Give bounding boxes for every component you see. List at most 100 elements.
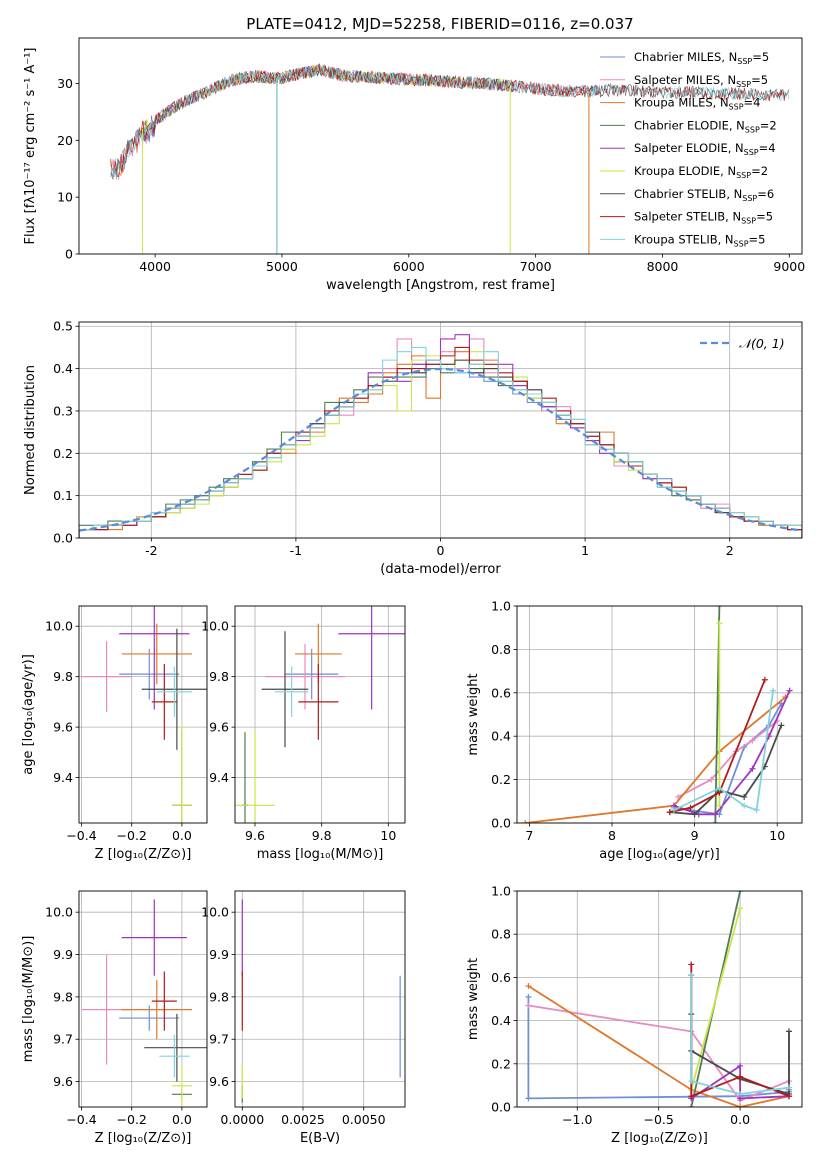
age_vs_Z-errorbar-kroupa-miles xyxy=(121,623,192,685)
spectrum-ytick-label: 20 xyxy=(57,133,73,148)
weight_vs_Z-series-kroupa-elodie-marker xyxy=(737,905,744,912)
mass_vs_Z-ylabel: mass [log₁₀(M/M⊙)] xyxy=(21,936,36,1063)
age_vs_mass-errorbar-kroupa-elodie xyxy=(235,729,275,823)
mass_vs_ebv-points xyxy=(241,899,401,1103)
residuals-ytick-label: 0.2 xyxy=(53,446,73,461)
age_vs_Z-errorbar-kroupa-stelib xyxy=(156,666,192,718)
age_vs_mass-ytick-label: 9.8 xyxy=(209,669,229,684)
spectrum-legend-label: Kroupa STELIB, NSSP=5 xyxy=(634,232,765,248)
residuals-xtick-label: -1 xyxy=(290,543,302,558)
age_vs_Z-xtick-label: 0.0 xyxy=(172,828,192,843)
weight_vs_age-series-chabrier-elodie-marker xyxy=(712,820,719,823)
age_vs_mass-errorbar-kroupa-stelib xyxy=(275,666,309,718)
mass_vs_ebv-axes: 0.0000 0.0025 0.0050 9.6 9.7 9.8 9.9 10.0 E(B-V) xyxy=(201,891,405,1146)
age_vs_Z-ytick-label: 9.4 xyxy=(53,770,73,785)
age_vs_Z-errorbar-kroupa-elodie xyxy=(171,724,192,823)
mass_vs_Z-errorbar-kroupa-stelib xyxy=(159,1035,190,1078)
age_vs_mass-ytick-label: 9.4 xyxy=(209,770,229,785)
weight_vs_Z-ytick-label: 0.8 xyxy=(491,927,511,942)
mass_vs_Z-errorbar-kroupa-elodie xyxy=(171,1064,192,1107)
mass_vs_Z-axes: −0.4 −0.2 0.0 9.6 9.7 9.8 9.9 10.0 Z [log₁₀(Z/Z⊙… xyxy=(21,891,207,1146)
mass_vs_ebv-xlabel: E(B-V) xyxy=(300,1131,340,1146)
spectrum-title: PLATE=0412, MJD=52258, FIBERID=0116, z=0… xyxy=(246,15,633,33)
weight_vs_Z-series-kroupa-stelib-marker xyxy=(785,1084,792,1091)
age_vs_mass-errorbar-chabrier-miles xyxy=(285,648,339,700)
age_vs_Z-xlabel: Z [log₁₀(Z/Z⊙)] xyxy=(95,847,192,862)
weight_vs_Z-xtick-label: −1.0 xyxy=(562,1112,592,1127)
age_vs_mass-xlabel: mass [log₁₀(M/M⊙)] xyxy=(257,847,384,862)
weight_vs_Z-series-salpeter-stelib-marker xyxy=(688,1093,695,1100)
weight_vs_age-ytick-label: 0.0 xyxy=(491,816,511,831)
weight_vs_Z-series-kroupa-stelib-marker xyxy=(737,1091,744,1098)
spectrum-xtick-label: 8000 xyxy=(647,259,679,274)
mass_vs_Z-errorbar-kroupa-miles xyxy=(121,979,192,1040)
residuals-ytick-label: 0.0 xyxy=(53,531,73,546)
age_vs_Z-ytick-label: 9.8 xyxy=(53,669,73,684)
weight_vs_Z-series-chabrier-elodie-marker xyxy=(737,891,744,894)
residuals-ytick-label: 0.1 xyxy=(53,488,73,503)
weight_vs_Z-ytick-label: 0.2 xyxy=(491,1056,511,1071)
weight_vs_age-ylabel: mass weight xyxy=(466,673,481,755)
residuals-ytick-label: 0.4 xyxy=(53,361,73,376)
weight_vs_Z-series-kroupa-miles-marker xyxy=(737,1104,744,1107)
mass_vs_Z-ytick-label: 9.7 xyxy=(53,1032,73,1047)
age_vs_mass-xtick-label: 9.8 xyxy=(312,828,332,843)
mass_vs_ebv-ytick-label: 10.0 xyxy=(201,905,229,920)
weight_vs_age-series-chabrier-stelib-marker xyxy=(691,811,698,818)
weight_vs_age-series-kroupa-elodie-marker xyxy=(716,802,723,809)
spectrum-series-salpeter-stelib xyxy=(110,65,790,178)
age_vs_mass-points xyxy=(235,606,405,823)
mass_vs_ebv-xtick-label: 0.0050 xyxy=(342,1112,386,1127)
spectrum-legend-label: Kroupa ELODIE, NSSP=2 xyxy=(634,164,768,180)
mass_vs_Z-ytick-label: 10.0 xyxy=(45,905,73,920)
mass_vs_ebv-ytick-label: 9.9 xyxy=(209,947,229,962)
weight_vs_age-axes: 7 8 9 10 0.0 0.2 0.4 0.6 0.8 1.0 age [log₁₀(age/yr… xyxy=(466,599,802,862)
weight_vs_Z-series-salpeter-elodie-marker xyxy=(737,1062,744,1069)
weight_vs_Z-lines xyxy=(525,891,792,1107)
residuals-ytick-label: 0.5 xyxy=(53,319,73,334)
weight_vs_age-series-kroupa-miles xyxy=(525,696,787,823)
age_vs_mass-errorbar-salpeter-elodie xyxy=(338,606,405,710)
weight_vs_age-series-chabrier-stelib-marker xyxy=(778,722,785,729)
mass_vs_ebv-frame xyxy=(234,890,406,1108)
residual-legend-label: 𝒩(0, 1) xyxy=(739,336,785,351)
spectrum-xtick-label: 6000 xyxy=(393,259,425,274)
spectrum-xtick-label: 5000 xyxy=(266,259,298,274)
weight_vs_age-series-chabrier-stelib-marker xyxy=(741,793,748,800)
age_vs_mass-errorbar-salpeter-miles xyxy=(265,643,345,710)
age_vs_mass-errorbar-chabrier-stelib xyxy=(261,631,309,748)
weight_vs_Z-ylabel: mass weight xyxy=(466,958,481,1040)
mass_vs_Z-xtick-label: −0.4 xyxy=(66,1112,96,1127)
spectrum-legend-label: Salpeter STELIB, NSSP=5 xyxy=(634,210,773,226)
weight_vs_age-ytick-label: 0.2 xyxy=(491,772,511,787)
spectrum-legend-label: Chabrier STELIB, NSSP=6 xyxy=(634,187,774,203)
weight_vs_age-series-kroupa-stelib-marker xyxy=(670,806,677,813)
age_vs_mass-axes: 9.6 9.8 10 9.4 9.6 9.8 10.0 mass [log₁₀(M/M⊙)] xyxy=(201,606,405,862)
weight_vs_age-series-kroupa-stelib-marker xyxy=(716,785,723,792)
weight_vs_Z-xlabel: Z [log₁₀(Z/Z⊙)] xyxy=(611,1131,708,1146)
residuals-ytick-label: 0.3 xyxy=(53,403,73,418)
mass_vs_ebv-xtick-label: 0.0000 xyxy=(220,1112,264,1127)
mass_vs_Z-xtick-label: 0.0 xyxy=(172,1112,192,1127)
weight_vs_Z-frame xyxy=(516,890,803,1108)
weight_vs_Z-series-salpeter-stelib-marker xyxy=(785,1093,792,1100)
weight_vs_age-series-kroupa-miles-marker xyxy=(522,820,529,823)
age_vs_Z-ylabel: age [log₁₀(age/yr)] xyxy=(21,654,36,775)
spectrum-lines xyxy=(110,63,790,254)
residuals-xlabel: (data-model)/error xyxy=(380,562,501,577)
mass_vs_ebv-ytick-label: 9.8 xyxy=(209,989,229,1004)
spectrum-xtick-label: 7000 xyxy=(520,259,552,274)
residuals-xtick-label: 1 xyxy=(581,543,589,558)
weight_vs_Z-series-kroupa-elodie xyxy=(690,908,741,1090)
spectrum-xtick-label: 4000 xyxy=(139,259,171,274)
mass_vs_Z-errorbar-salpeter-elodie xyxy=(121,899,187,976)
weight_vs_age-xtick-label: 10 xyxy=(769,828,785,843)
spectrum-legend-label: Salpeter MILES, NSSP=5 xyxy=(634,73,768,89)
spectrum-axes: 4000 5000 6000 7000 8000 9000 0 10 20 30 wavelengt… xyxy=(23,48,805,294)
mass_vs_Z-errorbar-chabrier-stelib xyxy=(144,1013,207,1082)
age_vs_mass-errorbar-salpeter-stelib xyxy=(298,664,339,740)
residual-histograms xyxy=(79,334,802,538)
age_vs_Z-errorbar-chabrier-stelib xyxy=(141,628,207,750)
age_vs_Z-ytick-label: 10.0 xyxy=(45,619,73,634)
residuals-ylabel: Normed distribution xyxy=(23,365,38,495)
